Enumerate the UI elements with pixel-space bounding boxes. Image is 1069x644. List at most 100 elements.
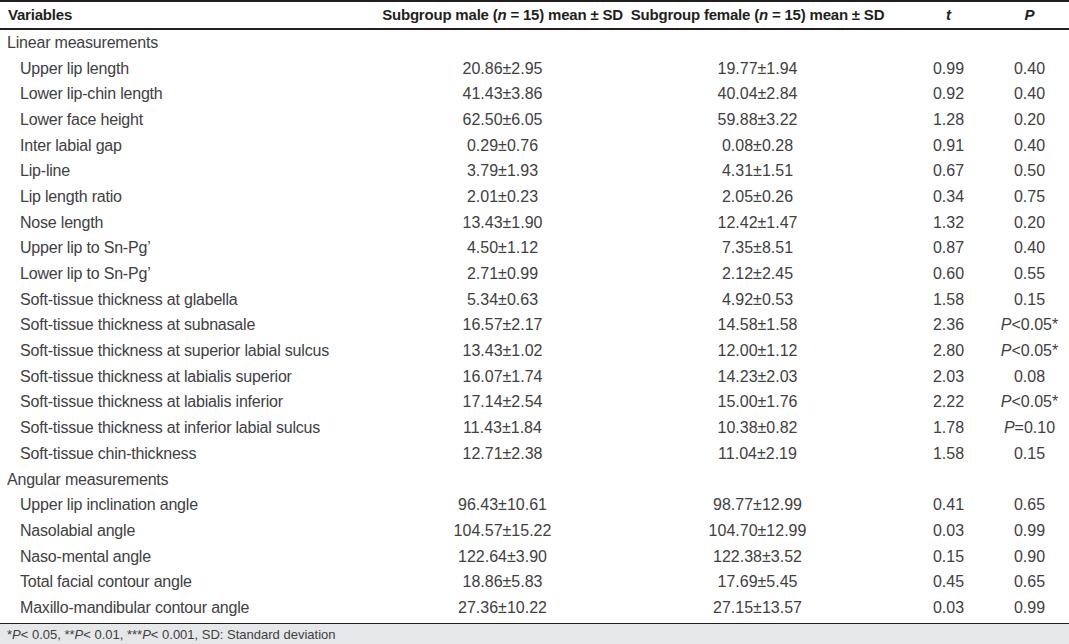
- table-row: Upper lip to Sn-Pg’4.50±1.127.35±8.510.8…: [0, 236, 1069, 262]
- p-value-cell: P=0.10: [990, 415, 1069, 441]
- male-mean-cell: 62.50±6.05: [375, 107, 630, 133]
- section-row: Angular measurements: [0, 467, 1069, 493]
- variable-cell: Soft-tissue thickness at labialis inferi…: [0, 390, 375, 416]
- t-value-cell: 0.99: [885, 56, 990, 82]
- variable-cell: Lip length ratio: [0, 184, 375, 210]
- section-row: Linear measurements: [0, 29, 1069, 56]
- p-value-cell: 0.40: [990, 56, 1069, 82]
- male-mean-cell: 16.07±1.74: [375, 364, 630, 390]
- column-header-p: P: [990, 1, 1069, 29]
- female-mean-cell: 12.00±1.12: [630, 338, 885, 364]
- female-mean-cell: 104.70±12.99: [630, 518, 885, 544]
- female-mean-cell: 122.38±3.52: [630, 544, 885, 570]
- male-mean-cell: 5.34±0.63: [375, 287, 630, 313]
- variable-cell: Maxillo-mandibular contour angle: [0, 595, 375, 621]
- table-row: Soft-tissue chin-thickness12.71±2.3811.0…: [0, 441, 1069, 467]
- table-row: Lip-line3.79±1.934.31±1.510.670.50: [0, 158, 1069, 184]
- p-value-cell: 0.75: [990, 184, 1069, 210]
- female-mean-cell: 59.88±3.22: [630, 107, 885, 133]
- p-value-cell: P<0.05*: [990, 390, 1069, 416]
- section-label: Linear measurements: [0, 29, 1069, 56]
- t-value-cell: 2.22: [885, 390, 990, 416]
- female-mean-cell: 4.31±1.51: [630, 158, 885, 184]
- p-value-cell: 0.65: [990, 492, 1069, 518]
- male-mean-cell: 104.57±15.22: [375, 518, 630, 544]
- p-value-cell: 0.90: [990, 544, 1069, 570]
- p-value-cell: 0.55: [990, 261, 1069, 287]
- table-row: Maxillo-mandibular contour angle27.36±10…: [0, 595, 1069, 621]
- t-value-cell: 2.36: [885, 313, 990, 339]
- variable-cell: Soft-tissue chin-thickness: [0, 441, 375, 467]
- table-body: Linear measurementsUpper lip length20.86…: [0, 29, 1069, 644]
- table-footnote: *P < 0.05, **P < 0.01, ***P < 0.001, SD:…: [0, 623, 1069, 644]
- table-row: Upper lip inclination angle96.43±10.6198…: [0, 492, 1069, 518]
- column-header-variables: Variables: [0, 1, 375, 29]
- column-header-female: Subgroup female (n = 15) mean ± SD: [630, 1, 885, 29]
- t-value-cell: 0.03: [885, 518, 990, 544]
- male-mean-cell: 11.43±1.84: [375, 415, 630, 441]
- p-value-cell: 0.99: [990, 518, 1069, 544]
- t-value-cell: 0.34: [885, 184, 990, 210]
- female-mean-cell: 7.35±8.51: [630, 236, 885, 262]
- paper-table-figure: VariablesSubgroup male (n = 15) mean ± S…: [0, 0, 1069, 644]
- table-header-row: VariablesSubgroup male (n = 15) mean ± S…: [0, 1, 1069, 29]
- table-row: Lip length ratio2.01±0.232.05±0.260.340.…: [0, 184, 1069, 210]
- female-mean-cell: 2.05±0.26: [630, 184, 885, 210]
- variable-cell: Inter labial gap: [0, 133, 375, 159]
- section-label: Angular measurements: [0, 467, 1069, 493]
- t-value-cell: 0.67: [885, 158, 990, 184]
- male-mean-cell: 122.64±3.90: [375, 544, 630, 570]
- variable-cell: Upper lip length: [0, 56, 375, 82]
- table-row: Nasolabial angle104.57±15.22104.70±12.99…: [0, 518, 1069, 544]
- male-mean-cell: 4.50±1.12: [375, 236, 630, 262]
- measurements-table: VariablesSubgroup male (n = 15) mean ± S…: [0, 0, 1069, 644]
- table-row: Total facial contour angle18.86±5.8317.6…: [0, 569, 1069, 595]
- column-header-t: t: [885, 1, 990, 29]
- table-row: Soft-tissue thickness at glabella5.34±0.…: [0, 287, 1069, 313]
- male-mean-cell: 96.43±10.61: [375, 492, 630, 518]
- female-mean-cell: 98.77±12.99: [630, 492, 885, 518]
- variable-cell: Soft-tissue thickness at inferior labial…: [0, 415, 375, 441]
- table-row: Lower lip-chin length41.43±3.8640.04±2.8…: [0, 81, 1069, 107]
- female-mean-cell: 14.58±1.58: [630, 313, 885, 339]
- p-value-cell: 0.15: [990, 287, 1069, 313]
- table-row: Nose length13.43±1.9012.42±1.471.320.20: [0, 210, 1069, 236]
- variable-cell: Soft-tissue thickness at superior labial…: [0, 338, 375, 364]
- male-mean-cell: 18.86±5.83: [375, 569, 630, 595]
- variable-cell: Soft-tissue thickness at labialis superi…: [0, 364, 375, 390]
- variable-cell: Total facial contour angle: [0, 569, 375, 595]
- t-value-cell: 1.78: [885, 415, 990, 441]
- table-row: Upper lip length20.86±2.9519.77±1.940.99…: [0, 56, 1069, 82]
- p-value-cell: 0.20: [990, 107, 1069, 133]
- male-mean-cell: 16.57±2.17: [375, 313, 630, 339]
- variable-cell: Lower lip to Sn-Pg’: [0, 261, 375, 287]
- table-row: Soft-tissue thickness at labialis superi…: [0, 364, 1069, 390]
- variable-cell: Nose length: [0, 210, 375, 236]
- male-mean-cell: 2.01±0.23: [375, 184, 630, 210]
- male-mean-cell: 0.29±0.76: [375, 133, 630, 159]
- table-row: Inter labial gap0.29±0.760.08±0.280.910.…: [0, 133, 1069, 159]
- t-value-cell: 2.80: [885, 338, 990, 364]
- table-row: Soft-tissue thickness at superior labial…: [0, 338, 1069, 364]
- t-value-cell: 0.41: [885, 492, 990, 518]
- t-value-cell: 0.60: [885, 261, 990, 287]
- variable-cell: Naso-mental angle: [0, 544, 375, 570]
- t-value-cell: 0.15: [885, 544, 990, 570]
- p-value-cell: 0.40: [990, 236, 1069, 262]
- p-value-cell: 0.08: [990, 364, 1069, 390]
- variable-cell: Lip-line: [0, 158, 375, 184]
- variable-cell: Soft-tissue thickness at glabella: [0, 287, 375, 313]
- t-value-cell: 1.58: [885, 441, 990, 467]
- male-mean-cell: 41.43±3.86: [375, 81, 630, 107]
- p-value-cell: 0.99: [990, 595, 1069, 621]
- female-mean-cell: 4.92±0.53: [630, 287, 885, 313]
- male-mean-cell: 2.71±0.99: [375, 261, 630, 287]
- male-mean-cell: 3.79±1.93: [375, 158, 630, 184]
- p-value-cell: P<0.05*: [990, 338, 1069, 364]
- table-row: Soft-tissue thickness at labialis inferi…: [0, 390, 1069, 416]
- female-mean-cell: 0.08±0.28: [630, 133, 885, 159]
- variable-cell: Nasolabial angle: [0, 518, 375, 544]
- female-mean-cell: 15.00±1.76: [630, 390, 885, 416]
- p-value-cell: P<0.05*: [990, 313, 1069, 339]
- variable-cell: Lower lip-chin length: [0, 81, 375, 107]
